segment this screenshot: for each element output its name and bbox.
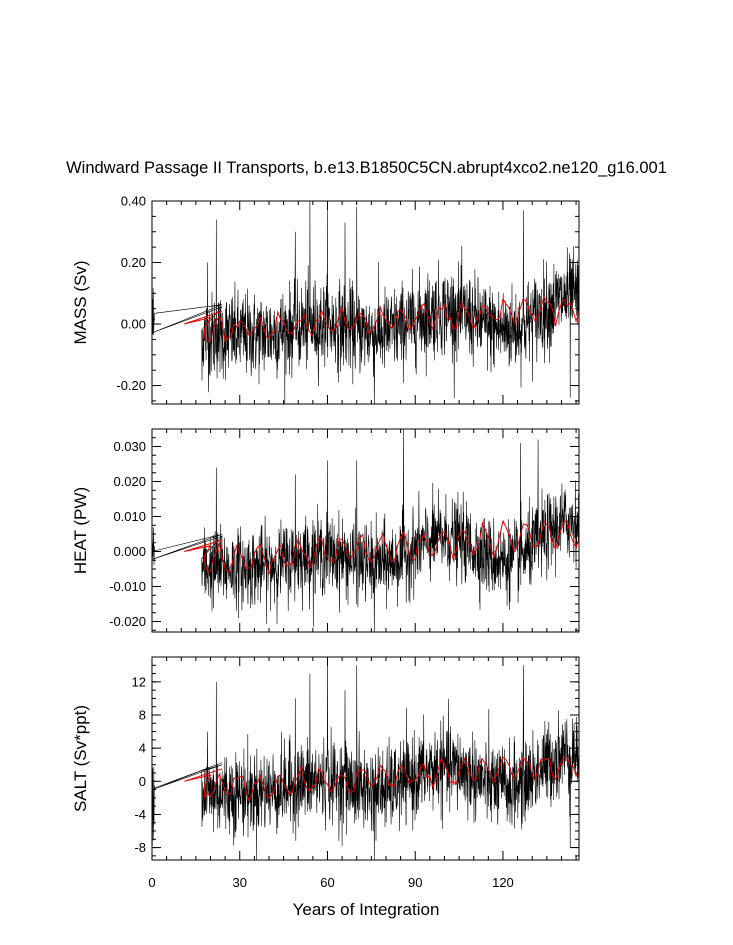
- x-tick-label: 90: [408, 875, 422, 890]
- x-tick-label: 30: [233, 875, 247, 890]
- y-tick-label: 0.010: [113, 509, 146, 524]
- chart-title: Windward Passage II Transports, b.e13.B1…: [66, 159, 667, 177]
- annual-mean-line: [184, 295, 580, 343]
- x-tick-label: 0: [148, 875, 155, 890]
- y-tick-label: 8: [139, 708, 146, 723]
- x-tick-label: 120: [492, 875, 514, 890]
- monthly-series-line: [151, 428, 580, 633]
- panel-frame: [151, 656, 580, 861]
- annual-mean-line: [184, 519, 580, 575]
- annual-mean-line: [184, 756, 580, 802]
- y-axis-title: SALT (Sv*ppt): [71, 705, 90, 812]
- y-tick-label: -4: [134, 807, 146, 822]
- y-axis-title: HEAT (PW): [71, 487, 90, 574]
- y-axis-title: MASS (Sv): [71, 260, 90, 344]
- y-tick-label: 0: [139, 774, 146, 789]
- y-tick-label: -0.20: [116, 378, 146, 393]
- panel-frame: [151, 200, 580, 405]
- y-tick-label: 0.030: [113, 439, 146, 454]
- y-tick-label: 0.020: [113, 474, 146, 489]
- y-tick-label: 4: [139, 741, 146, 756]
- y-tick-label: 0.000: [113, 544, 146, 559]
- y-tick-label: 0.20: [121, 255, 146, 270]
- y-tick-label: 0.40: [121, 194, 146, 209]
- y-tick-label: -0.010: [109, 579, 146, 594]
- y-tick-label: 12: [132, 674, 146, 689]
- y-tick-label: 0.00: [121, 317, 146, 332]
- y-tick-label: -8: [134, 840, 146, 855]
- monthly-series-line: [151, 200, 580, 405]
- x-tick-label: 60: [320, 875, 334, 890]
- y-tick-label: -0.020: [109, 614, 146, 629]
- monthly-series-line: [151, 656, 580, 861]
- panel-frame: [151, 428, 580, 633]
- x-axis-title: Years of Integration: [292, 900, 440, 919]
